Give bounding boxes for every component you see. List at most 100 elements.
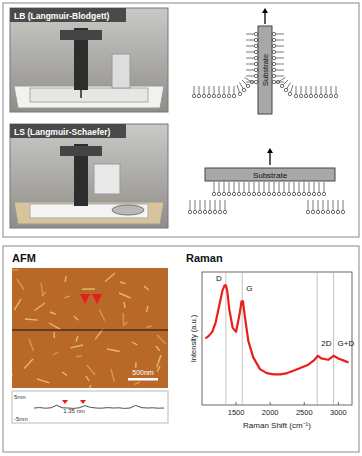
molecule-head xyxy=(336,210,339,213)
molecule-head xyxy=(329,94,332,97)
flake xyxy=(144,286,149,290)
molecule-head xyxy=(203,210,206,213)
molecule-head xyxy=(317,192,320,195)
flake xyxy=(147,306,148,312)
peak-line xyxy=(242,272,243,405)
molecule-head xyxy=(262,192,265,195)
flake xyxy=(99,309,105,321)
chart-title: Raman xyxy=(186,252,223,264)
flake xyxy=(14,299,21,310)
molecule-head xyxy=(272,80,275,83)
flake xyxy=(62,372,67,375)
molecule-head xyxy=(192,94,195,97)
molecule-head xyxy=(272,62,275,65)
molecule-head xyxy=(254,56,257,59)
flake xyxy=(123,322,128,326)
molecule-head xyxy=(311,210,314,213)
molecule-head xyxy=(304,94,307,97)
flake xyxy=(37,379,49,383)
flake xyxy=(107,349,120,351)
spectrum xyxy=(205,285,348,374)
flake xyxy=(53,352,58,355)
molecule-head xyxy=(227,192,230,195)
molecule-head xyxy=(212,94,215,97)
x-tick xyxy=(304,402,305,405)
y-axis-label: Intensity (a.u.) xyxy=(189,314,198,362)
substrate-label: Substrate xyxy=(253,171,288,180)
molecule-head xyxy=(202,94,205,97)
photo xyxy=(10,8,168,112)
arrow xyxy=(264,12,265,24)
scale-bar xyxy=(128,378,158,381)
molecule-head xyxy=(254,68,257,71)
molecule-head xyxy=(326,210,329,213)
x-tick xyxy=(236,402,237,405)
flake xyxy=(111,369,114,382)
peak-label: 2D xyxy=(321,339,331,348)
molecule-head xyxy=(316,210,319,213)
molecule-head xyxy=(319,94,322,97)
molecule-head xyxy=(331,210,334,213)
molecule-head xyxy=(282,192,285,195)
flake xyxy=(12,375,13,377)
molecule-head xyxy=(314,94,317,97)
molecule-head xyxy=(341,210,344,213)
molecule-head xyxy=(272,192,275,195)
dish xyxy=(112,205,144,215)
molecule-head xyxy=(272,38,275,41)
x-tick xyxy=(270,402,271,405)
flake xyxy=(70,345,83,348)
molecule-head xyxy=(223,210,226,213)
marker-arrow xyxy=(80,294,90,304)
flake xyxy=(17,279,24,290)
molecule-head xyxy=(267,192,270,195)
molecule-head xyxy=(222,94,225,97)
flake xyxy=(64,296,70,298)
x-tick-label: 1500 xyxy=(228,408,245,417)
molecule-head xyxy=(247,192,250,195)
molecule-head xyxy=(322,192,325,195)
molecule-head xyxy=(306,210,309,213)
top-frame xyxy=(3,3,359,237)
scale-bar-label: 500nm xyxy=(132,369,154,376)
flake xyxy=(132,342,137,345)
sample xyxy=(80,90,82,98)
photo-label-bg xyxy=(10,124,126,138)
molecule-head xyxy=(272,32,275,35)
molecule-head xyxy=(287,192,290,195)
peak-label: D xyxy=(216,274,222,283)
flake xyxy=(74,316,78,320)
molecule-head xyxy=(227,94,230,97)
molecule-head xyxy=(254,44,257,47)
flake xyxy=(124,302,125,308)
balance xyxy=(94,164,120,194)
flake xyxy=(29,339,34,351)
flake xyxy=(105,273,115,282)
molecule-head xyxy=(254,80,257,83)
flake xyxy=(119,293,131,298)
molecule-head xyxy=(272,56,275,59)
molecule-head xyxy=(254,32,257,35)
marker-arrow xyxy=(92,294,102,304)
trough-well xyxy=(30,204,148,218)
flake xyxy=(42,292,46,296)
arrow xyxy=(269,152,270,165)
molecule-head xyxy=(272,74,275,77)
molecule-head xyxy=(307,192,310,195)
photo-label: LB (Langmuir-Blodgett) xyxy=(14,11,110,21)
molecule-head xyxy=(299,94,302,97)
peak-line xyxy=(317,272,318,405)
flake xyxy=(95,329,103,339)
molecule-head xyxy=(218,210,221,213)
flake xyxy=(53,332,55,338)
substrate xyxy=(258,26,272,114)
photo-label-bg xyxy=(10,8,126,22)
arrow-head xyxy=(262,8,268,13)
profile-box xyxy=(12,391,168,423)
flake xyxy=(157,335,166,344)
molecule-head xyxy=(292,192,295,195)
flake xyxy=(86,376,89,381)
molecule-head xyxy=(257,192,260,195)
molecule-head xyxy=(254,38,257,41)
molecule-head xyxy=(213,210,216,213)
